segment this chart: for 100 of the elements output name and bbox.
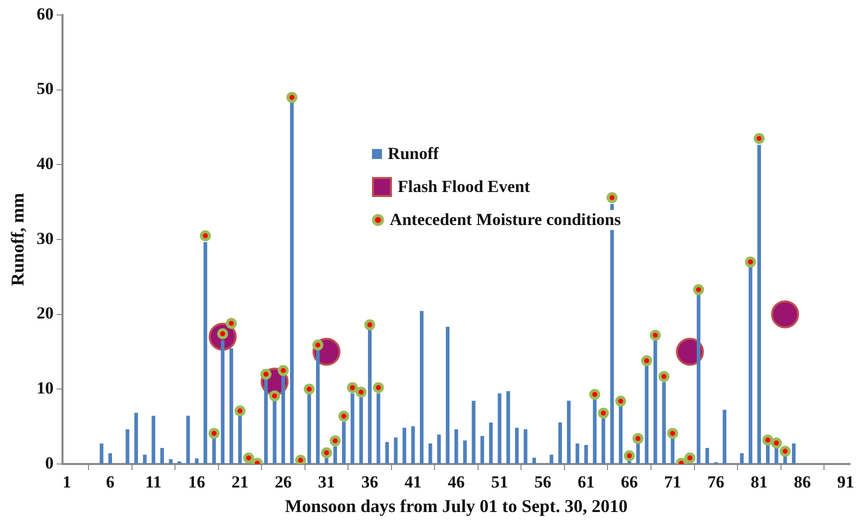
point (780, 446, 791, 457)
bar (186, 416, 190, 464)
bar (636, 443, 640, 464)
point (243, 452, 254, 464)
bar (653, 340, 658, 464)
point (286, 92, 298, 103)
y-tick-label: 60 (36, 4, 54, 24)
bar (420, 311, 424, 464)
point (598, 408, 609, 419)
y-axis-title: Runoff, mm (7, 192, 28, 286)
point (260, 368, 272, 380)
point (330, 435, 341, 446)
x-tick-label: 71 (664, 472, 682, 492)
bar (757, 144, 761, 464)
point (667, 428, 678, 439)
bar (307, 394, 312, 464)
bar (359, 397, 363, 464)
bar (792, 443, 796, 464)
bar (220, 340, 225, 464)
point (269, 390, 280, 402)
legend-label: Runoff (388, 144, 439, 164)
bar (126, 429, 130, 464)
bar (748, 266, 752, 464)
bar (696, 294, 700, 464)
x-tick-label: 26 (274, 472, 292, 492)
bar (402, 428, 406, 464)
bar (472, 400, 476, 464)
bar (592, 399, 597, 464)
point (684, 452, 696, 464)
point (346, 382, 358, 394)
point (321, 447, 332, 458)
point (632, 433, 644, 444)
y-tick-label: 10 (36, 378, 54, 398)
point (770, 438, 782, 449)
bar (506, 391, 510, 464)
bar (454, 429, 458, 464)
point (658, 370, 670, 382)
bar (178, 461, 182, 464)
point (200, 230, 211, 242)
x-tick-label: 46 (448, 472, 465, 492)
x-tick-label: 41 (404, 472, 422, 492)
bar (740, 453, 744, 464)
point (606, 192, 618, 204)
bar (204, 242, 208, 464)
y-tick-label: 40 (36, 154, 54, 174)
x-tick-label: 36 (361, 472, 378, 492)
point (762, 434, 774, 446)
x-tick-label: 61 (578, 472, 595, 492)
bar (584, 444, 588, 464)
bar (385, 442, 389, 464)
x-tick-label: 16 (188, 472, 206, 492)
bar (532, 458, 536, 464)
point (650, 330, 661, 341)
bar (108, 453, 112, 464)
y-tick-label: 0 (45, 453, 54, 472)
y-tick-label: 30 (36, 228, 54, 248)
x-tick-label: 56 (534, 472, 552, 492)
x-tick-label: 66 (620, 472, 638, 492)
bar (670, 438, 674, 464)
bar (437, 434, 441, 464)
x-tick-label: 91 (837, 472, 854, 492)
bar (142, 454, 147, 464)
point (771, 300, 800, 328)
x-tick-label: 11 (145, 472, 162, 492)
bar (498, 393, 502, 464)
point (338, 410, 350, 422)
x-tick-label: 76 (707, 472, 724, 492)
bar (411, 426, 415, 464)
bar (333, 446, 337, 464)
bar (550, 454, 554, 464)
point (304, 384, 315, 395)
point (208, 428, 220, 439)
bar (350, 393, 354, 464)
bar (160, 448, 164, 464)
bar (644, 366, 648, 464)
bar (394, 437, 398, 464)
y-tick-label: 20 (36, 304, 54, 323)
point (615, 396, 626, 407)
point (312, 340, 324, 351)
bar (168, 459, 173, 464)
point (589, 388, 600, 400)
point (234, 405, 246, 416)
point (754, 132, 765, 144)
legend-label: Flash Flood Event (398, 176, 530, 196)
legend-label: Antecedent Moisture conditions (390, 210, 621, 230)
bar (152, 416, 156, 464)
bar (722, 410, 726, 464)
bar (264, 379, 268, 464)
bar (238, 416, 242, 464)
bar (230, 348, 234, 464)
bar (489, 422, 493, 464)
bar (662, 382, 666, 464)
bar (272, 400, 276, 464)
point (641, 355, 652, 366)
x-tick-label: 81 (750, 472, 768, 492)
bar (194, 458, 199, 464)
x-tick-label: 86 (794, 472, 811, 492)
bar (558, 422, 562, 464)
bar (602, 418, 606, 464)
bar (376, 393, 380, 464)
